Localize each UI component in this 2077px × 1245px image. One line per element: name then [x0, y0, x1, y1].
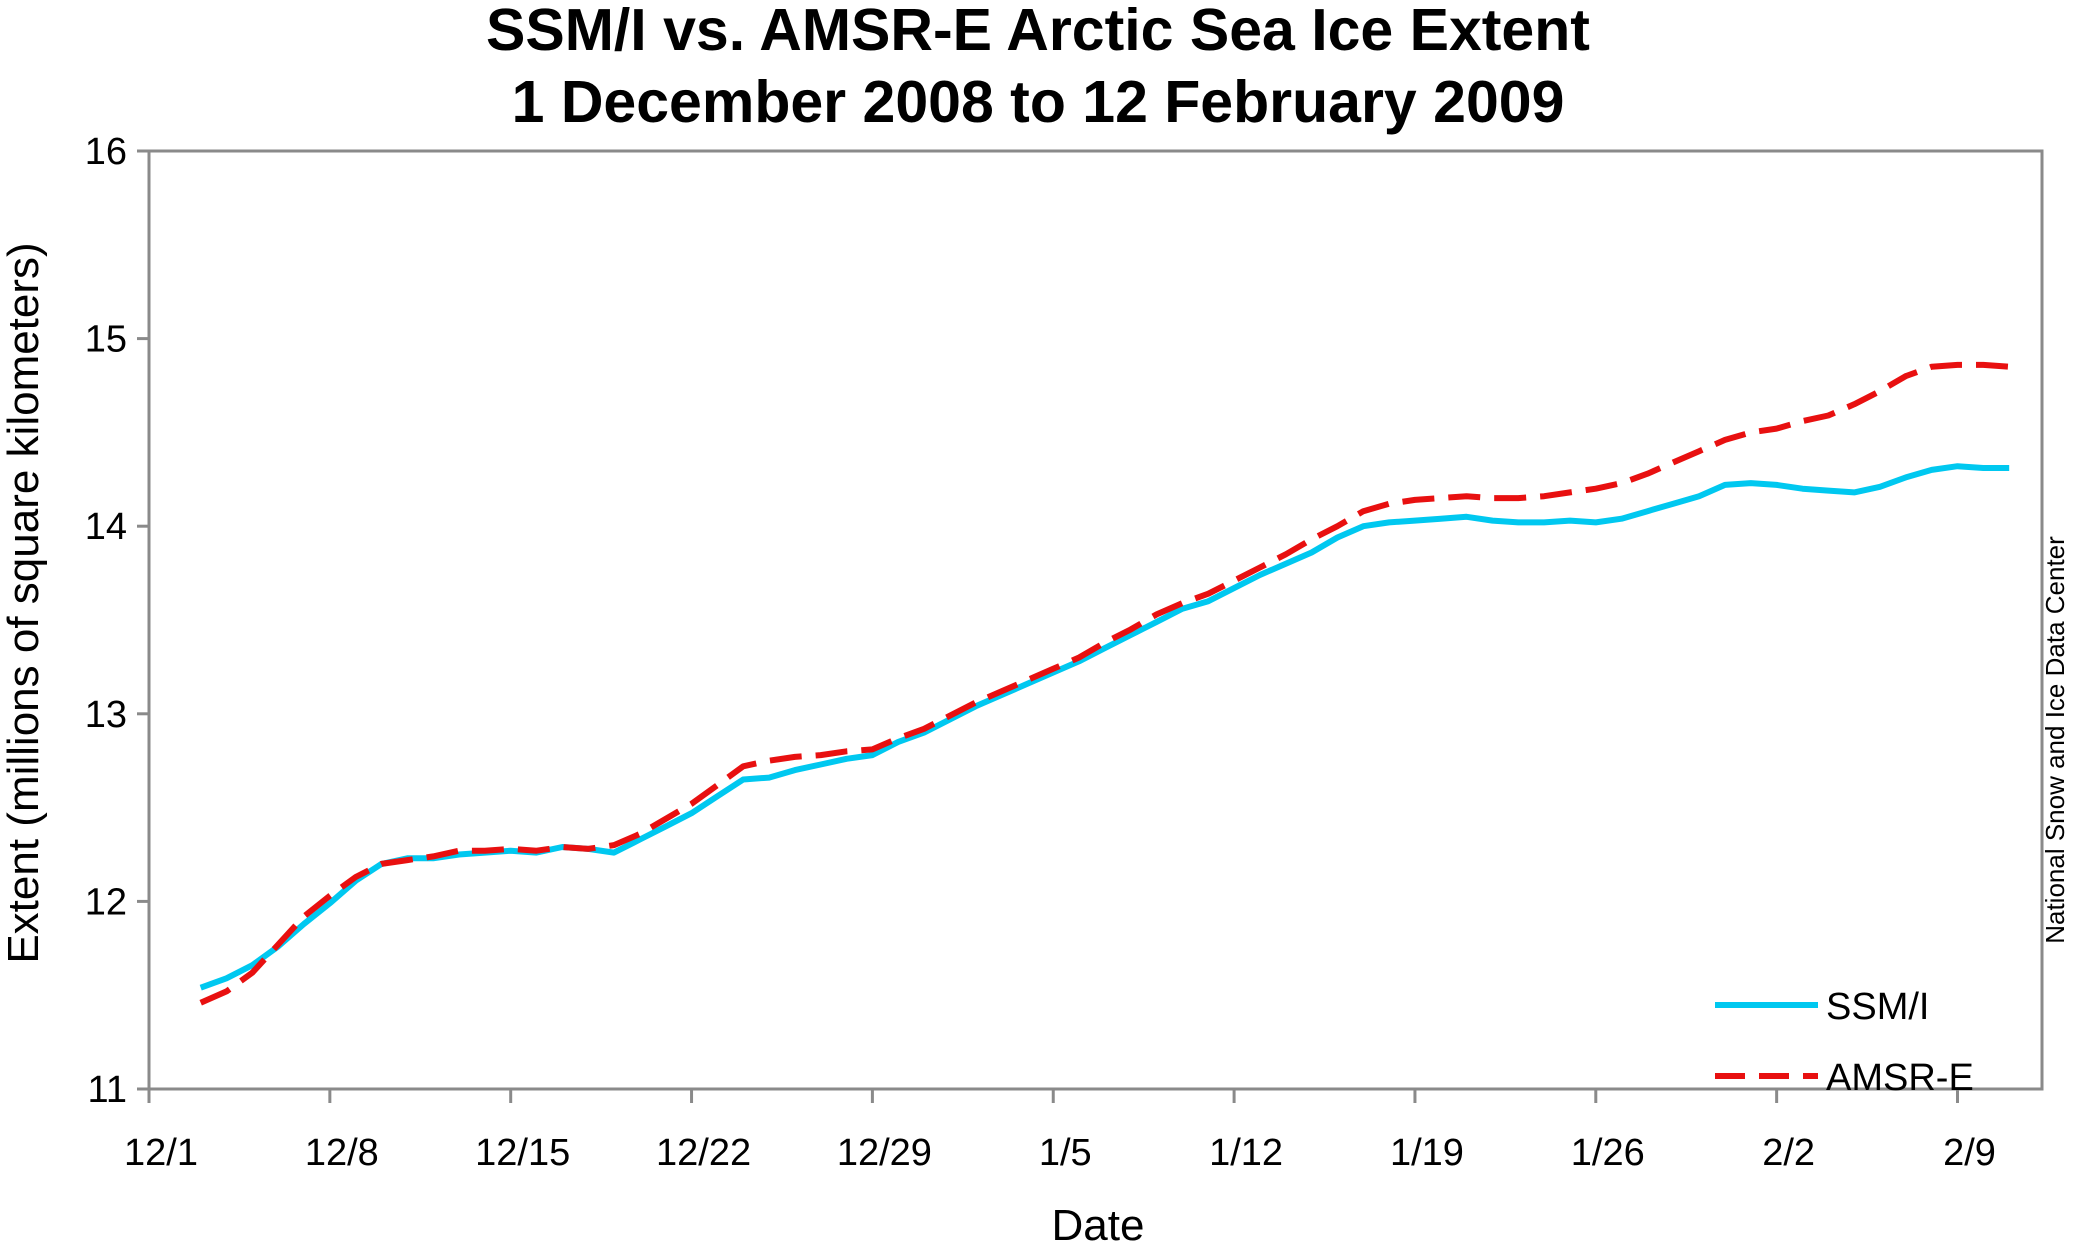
legend-label-ssmi: SSM/I	[1826, 986, 1929, 1028]
x-tick-label: 1/26	[1571, 1132, 1645, 1174]
y-tick-label: 12	[85, 881, 127, 923]
x-tick-label: 12/15	[475, 1132, 570, 1174]
x-tick-label: 1/5	[1039, 1132, 1092, 1174]
legend-label-amsre: AMSR-E	[1826, 1057, 1974, 1099]
x-tick-label: 1/12	[1209, 1132, 1283, 1174]
y-tick-label: 13	[85, 694, 127, 736]
x-tick-label: 1/19	[1390, 1132, 1464, 1174]
x-axis: 12/1 12/8 12/15 12/22 12/29 1/5 1/12 1/19 1/26 2/…	[124, 1089, 1996, 1174]
legend: SSM/I AMSR-E	[1715, 986, 1974, 1099]
y-tick-label: 14	[85, 506, 127, 548]
plot-area-frame	[147, 149, 2044, 1091]
series-line-amsre	[199, 361, 2010, 1006]
y-tick-label: 15	[85, 319, 127, 361]
x-axis-label: Date	[1052, 1201, 1145, 1245]
x-tick-label: 2/9	[1943, 1132, 1996, 1174]
x-tick-label: 12/8	[305, 1132, 379, 1174]
x-tick-label: 12/1	[124, 1132, 198, 1174]
x-tick-label: 2/2	[1762, 1132, 1815, 1174]
y-axis-label: Extent (millions of square kilometers)	[0, 242, 48, 963]
x-tick-label: 12/22	[656, 1132, 751, 1174]
y-tick-label: 16	[85, 131, 127, 173]
y-axis: 11 12 13 14 15 16	[85, 131, 149, 1111]
series-line-ssmi	[199, 463, 2010, 991]
chart-title: SSM/I vs. AMSR-E Arctic Sea Ice Extent	[486, 0, 1590, 63]
y-tick-label: 11	[88, 1069, 127, 1111]
chart-subtitle: 1 December 2008 to 12 February 2009	[512, 69, 1565, 135]
source-credit: National Snow and Ice Data Center	[2040, 536, 2070, 944]
series-layer	[199, 361, 2010, 1006]
x-tick-label: 12/29	[837, 1132, 932, 1174]
